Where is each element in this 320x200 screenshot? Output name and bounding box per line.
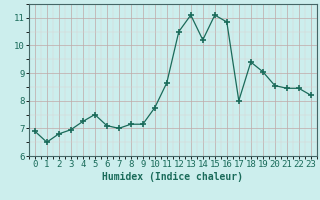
X-axis label: Humidex (Indice chaleur): Humidex (Indice chaleur): [102, 172, 243, 182]
